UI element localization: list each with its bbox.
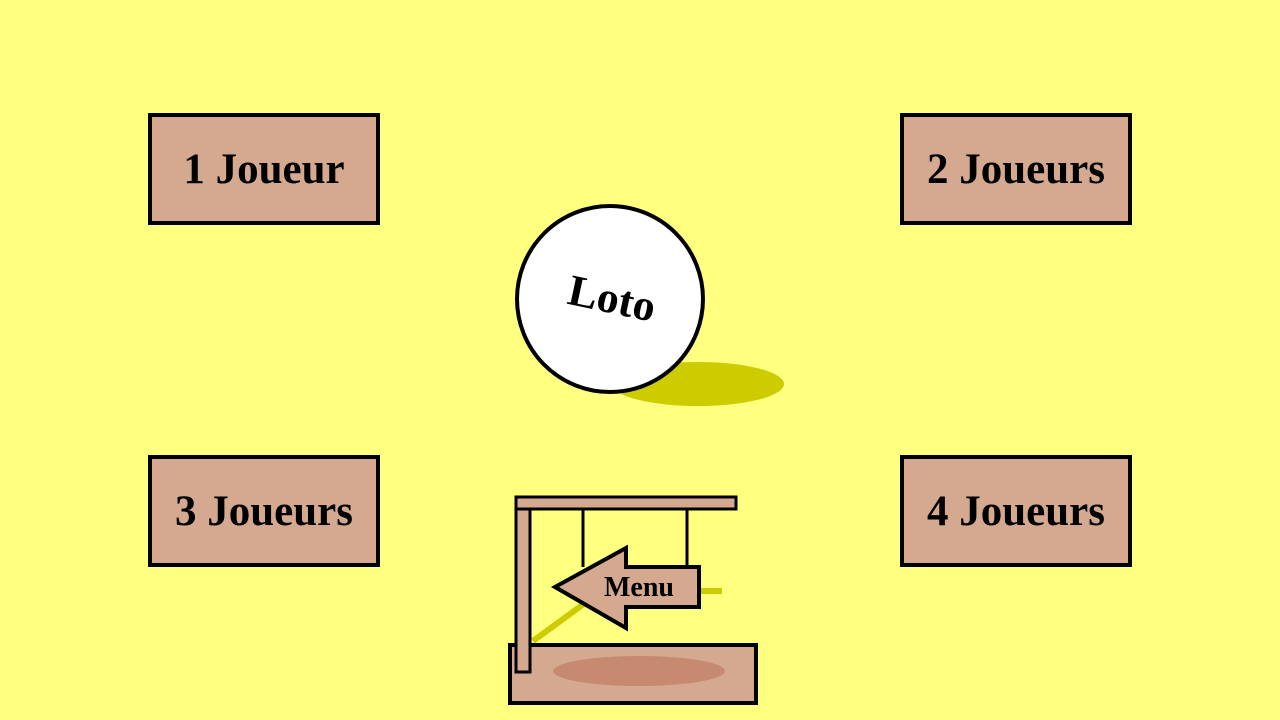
- menu-signpost: Menu: [508, 495, 758, 705]
- base-shadow: [553, 656, 725, 686]
- arrow-left-icon: [550, 544, 701, 632]
- menu-button[interactable]: Menu: [550, 544, 701, 632]
- menu-label: Menu: [604, 572, 674, 603]
- two-players-label: 2 Joueurs: [927, 145, 1105, 193]
- signpost-pole: [514, 495, 532, 674]
- one-player-label: 1 Joueur: [183, 145, 345, 193]
- three-players-label: 3 Joueurs: [175, 487, 353, 535]
- three-players-button[interactable]: 3 Joueurs: [148, 455, 380, 567]
- four-players-label: 4 Joueurs: [927, 487, 1105, 535]
- signpost-arm: [514, 495, 738, 511]
- two-players-button[interactable]: 2 Joueurs: [900, 113, 1132, 225]
- post-shadow: [531, 600, 587, 644]
- four-players-button[interactable]: 4 Joueurs: [900, 455, 1132, 567]
- loto-title-ball: Loto: [515, 204, 784, 406]
- one-player-button[interactable]: 1 Joueur: [148, 113, 380, 225]
- ball-circle: [515, 204, 705, 394]
